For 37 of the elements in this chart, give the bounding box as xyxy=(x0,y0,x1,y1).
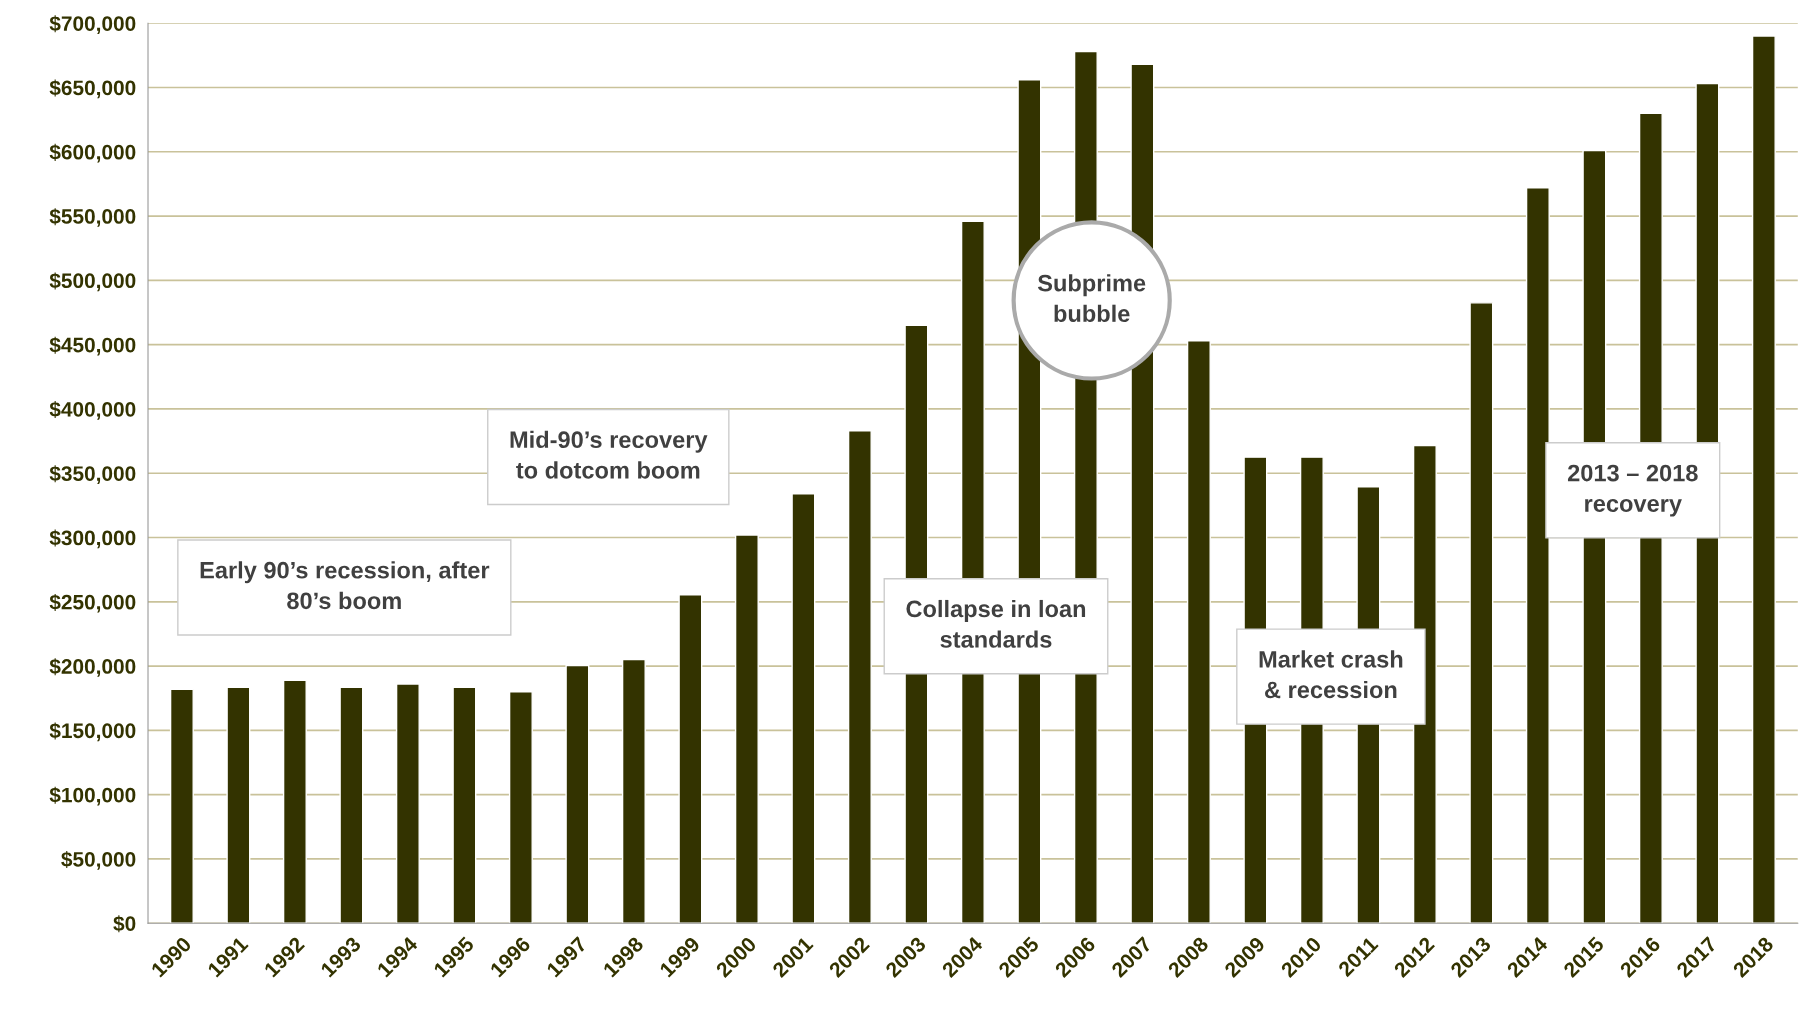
y-tick-label: $50,000 xyxy=(61,851,136,870)
bar xyxy=(1751,35,1776,924)
y-tick-label: $500,000 xyxy=(49,272,136,292)
y-tick-label: $300,000 xyxy=(49,529,136,549)
y-tick-label: $550,000 xyxy=(49,208,136,227)
y-tick-label: $0 xyxy=(113,915,136,933)
y-tick-label: $650,000 xyxy=(49,79,136,99)
bar xyxy=(339,686,364,924)
y-tick-label: $700,000 xyxy=(49,15,136,34)
y-tick-label: $600,000 xyxy=(49,143,136,163)
bar xyxy=(565,664,590,924)
bar xyxy=(621,658,646,924)
annotation: Mid-90’s recovery to dotcom boom xyxy=(510,430,708,479)
annotation: Market crash & recession xyxy=(1259,650,1403,699)
bar xyxy=(508,691,533,924)
annotation: Collapse in loan standards xyxy=(906,599,1086,648)
bar xyxy=(226,686,251,924)
y-tick-label: $250,000 xyxy=(49,593,136,613)
bar xyxy=(395,683,420,924)
bar xyxy=(847,430,872,924)
bar xyxy=(1186,340,1211,924)
annotation: 2013 – 2018 recovery xyxy=(1567,464,1698,517)
y-tick-label: $400,000 xyxy=(49,401,136,420)
annotation: Subprime bubble xyxy=(1037,274,1146,323)
bar xyxy=(452,686,477,924)
bar xyxy=(734,534,759,924)
y-tick-label: $450,000 xyxy=(49,336,136,356)
bar xyxy=(282,679,307,924)
annotation: Early 90’s recession, after 80’s boom xyxy=(200,561,490,610)
y-tick-label: $200,000 xyxy=(49,658,136,677)
bar xyxy=(1469,302,1494,924)
y-tick-label: $100,000 xyxy=(49,786,136,806)
bar xyxy=(678,594,703,924)
y-tick-label: $150,000 xyxy=(49,722,136,742)
bar xyxy=(791,493,816,924)
y-tick-label: $350,000 xyxy=(49,465,136,484)
bar xyxy=(169,688,194,924)
